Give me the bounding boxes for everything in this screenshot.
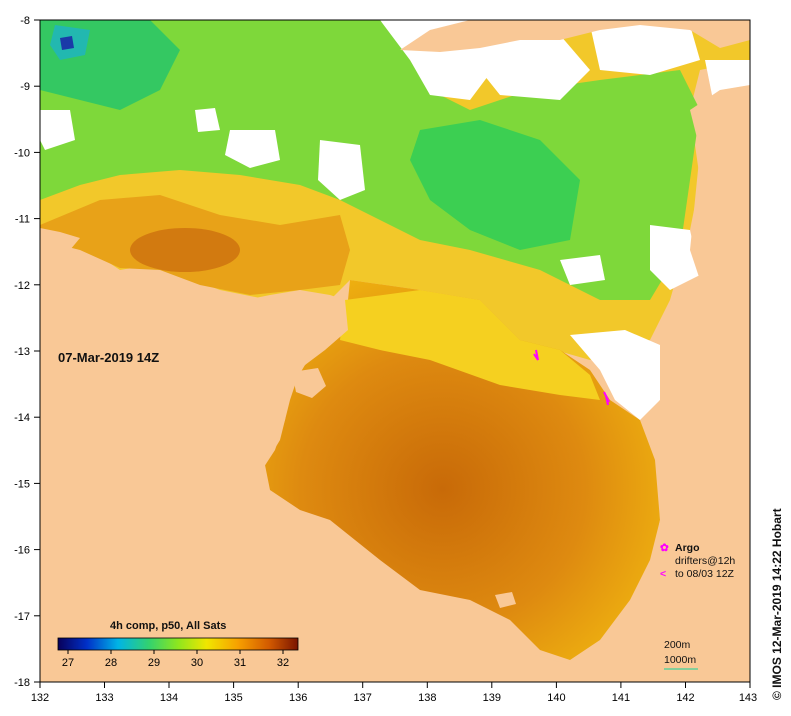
- colorbar-tick-label: 31: [234, 657, 246, 669]
- land-groote: [292, 368, 326, 398]
- lat-tick-label: -14: [14, 412, 30, 424]
- land-new-guinea: [400, 20, 750, 52]
- lat-tick-label: -8: [20, 15, 30, 27]
- lon-tick-label: 141: [612, 692, 630, 704]
- colorbar-tick-label: 29: [148, 657, 160, 669]
- credit-text: © IMOS 12-Mar-2019 14:22 Hobart: [770, 508, 784, 700]
- land-islands-nw: [40, 228, 80, 250]
- colorbar-title: 4h comp, p50, All Sats: [110, 620, 227, 632]
- colorbar: 27 28 29 30 31 32: [57, 637, 299, 669]
- isobath-200-label: 200m: [664, 639, 691, 651]
- land-wellesley: [495, 592, 516, 608]
- lat-axis: -8 -9 -10 -11 -12 -13 -14 -15 -16 -17 -1…: [14, 15, 40, 689]
- lon-tick-label: 135: [224, 692, 242, 704]
- ocean-mid-band: [340, 290, 600, 400]
- argo-label: Argo: [675, 542, 700, 554]
- colorbar-tick-label: 32: [277, 657, 289, 669]
- drifters-label: drifters@12h: [675, 555, 736, 567]
- ocean-blue-spot: [60, 36, 74, 50]
- ocean-hot-spot: [130, 228, 240, 272]
- lon-tick-label: 138: [418, 692, 436, 704]
- lon-tick-label: 143: [739, 692, 757, 704]
- lon-tick-label: 137: [354, 692, 372, 704]
- argo-marker-icon: ✿: [660, 542, 669, 554]
- land-arnhem: [40, 200, 750, 682]
- lat-tick-label: -13: [14, 346, 30, 358]
- lon-tick-label: 140: [547, 692, 565, 704]
- lon-tick-label: 136: [289, 692, 307, 704]
- colorbar-tick-label: 30: [191, 657, 203, 669]
- drifter-track-2: [603, 391, 610, 406]
- drifter-track-1: [533, 349, 539, 361]
- colorbar-tick-label: 27: [62, 657, 74, 669]
- lon-tick-label: 142: [676, 692, 694, 704]
- lon-tick-label: 132: [31, 692, 49, 704]
- lon-tick-label: 133: [95, 692, 113, 704]
- drifters-date-label: to 08/03 12Z: [675, 568, 734, 580]
- lat-tick-label: -12: [14, 280, 30, 292]
- ocean-green-dark: [410, 120, 580, 250]
- lat-tick-label: -17: [14, 611, 30, 623]
- colorbar-tick-label: 28: [105, 657, 117, 669]
- date-label: 07-Mar-2019 14Z: [58, 350, 160, 365]
- land-cape-york: [690, 85, 750, 280]
- lat-tick-label: -18: [14, 677, 30, 689]
- isobath-1000-label: 1000m: [664, 654, 697, 666]
- lon-axis: 132 133 134 135 136 137 138 139 140 141 …: [31, 682, 757, 704]
- colorbar-gradient: [57, 637, 299, 651]
- lon-tick-label: 139: [483, 692, 501, 704]
- lat-tick-label: -15: [14, 478, 30, 490]
- lat-tick-label: -11: [15, 214, 30, 226]
- lat-tick-label: -16: [14, 545, 30, 557]
- lat-tick-label: -9: [20, 81, 30, 93]
- lat-tick-label: -10: [14, 147, 30, 159]
- drifter-legend: ✿ Argo drifters@12h < to 08/03 12Z: [660, 542, 735, 581]
- lon-tick-label: 134: [160, 692, 178, 704]
- drifter-arrow-icon: <: [660, 568, 667, 580]
